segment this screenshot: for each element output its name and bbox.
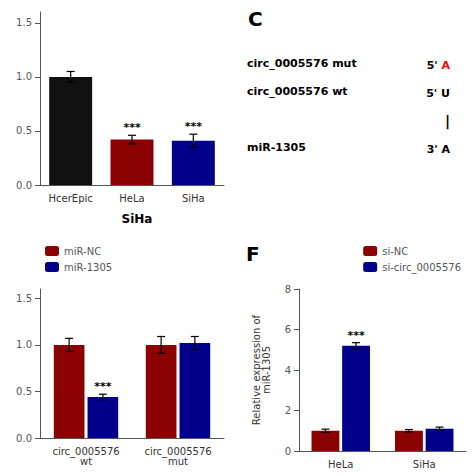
svg-text:0: 0 — [285, 446, 291, 457]
svg-text:F: F — [246, 242, 260, 266]
svg-text:miR-NC: miR-NC — [64, 246, 101, 257]
svg-text:miR-1305: miR-1305 — [261, 346, 272, 394]
svg-text:|: | — [445, 113, 450, 130]
svg-text:***: *** — [185, 120, 203, 133]
svg-text:1.5: 1.5 — [16, 17, 32, 28]
svg-text:circ_0005576 wt: circ_0005576 wt — [247, 85, 348, 98]
svg-text:***: *** — [94, 380, 112, 393]
svg-text:circ_0005576: circ_0005576 — [52, 445, 120, 457]
svg-text:SiHa: SiHa — [182, 193, 205, 204]
svg-text:0.0: 0.0 — [16, 180, 32, 191]
svg-text:HeLa: HeLa — [119, 193, 144, 204]
svg-text:C: C — [248, 7, 263, 31]
svg-text:si-circ_0005576: si-circ_0005576 — [382, 262, 461, 274]
svg-text:SiHa: SiHa — [122, 212, 153, 226]
svg-text:circ_0005576 mut: circ_0005576 mut — [247, 57, 357, 70]
svg-text:8: 8 — [285, 284, 291, 295]
svg-text:***: *** — [123, 121, 141, 134]
svg-text:miR-1305: miR-1305 — [247, 141, 306, 154]
svg-text:Relative expression of: Relative expression of — [250, 314, 262, 426]
svg-text:si-NC: si-NC — [382, 246, 408, 257]
svg-text:SiHa: SiHa — [413, 459, 436, 470]
svg-text:HeLa: HeLa — [328, 459, 353, 470]
svg-text:1.0: 1.0 — [16, 339, 32, 350]
svg-text:1.5: 1.5 — [16, 293, 32, 304]
svg-text:0.5: 0.5 — [16, 125, 32, 136]
svg-text:mut: mut — [168, 456, 188, 467]
svg-text:4: 4 — [285, 365, 291, 376]
svg-text:3' A: 3' A — [427, 143, 451, 156]
svg-text:5' U: 5' U — [426, 87, 450, 100]
svg-text:0.5: 0.5 — [16, 386, 32, 397]
svg-text:5': 5' — [427, 59, 442, 72]
svg-text:wt: wt — [80, 456, 92, 467]
svg-text:circ_0005576: circ_0005576 — [144, 445, 212, 457]
svg-text:1.0: 1.0 — [16, 71, 32, 82]
svg-text:A: A — [441, 59, 450, 72]
svg-text:6: 6 — [285, 324, 291, 335]
svg-text:***: *** — [347, 329, 365, 342]
svg-text:2: 2 — [285, 405, 291, 416]
svg-text:miR-1305: miR-1305 — [64, 262, 112, 273]
svg-text:0.0: 0.0 — [16, 433, 32, 444]
svg-text:HcerEpic: HcerEpic — [49, 193, 93, 204]
